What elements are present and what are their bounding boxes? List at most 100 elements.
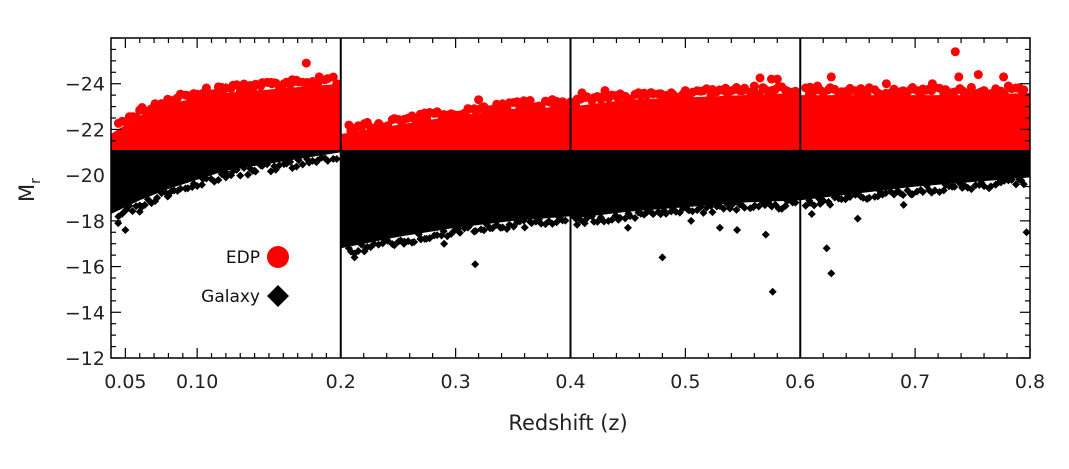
galaxy-point: [573, 220, 582, 229]
galaxy-point: [719, 204, 728, 213]
edp-outlier-point: [864, 83, 874, 93]
galaxy-outlier-point: [121, 226, 130, 234]
edp-outlier-point: [474, 95, 484, 105]
edp-outlier-point: [235, 81, 245, 91]
galaxy-point: [176, 184, 185, 193]
galaxy-point: [708, 208, 717, 217]
y-axis-title-subscript: r: [28, 178, 44, 184]
galaxy-point: [455, 228, 464, 237]
panel-4: [800, 81, 1030, 210]
galaxy-point: [791, 198, 800, 207]
edp-point: [520, 101, 530, 111]
edp-outlier-point: [646, 88, 656, 98]
galaxy-point: [561, 216, 570, 225]
edp-outlier-point: [577, 88, 587, 98]
galaxy-point: [479, 226, 488, 235]
legend-label-edp: EDP: [226, 248, 260, 268]
galaxy-outlier-point: [362, 244, 371, 253]
galaxy-outlier-point: [761, 230, 770, 239]
galaxy-point: [298, 160, 307, 169]
galaxy-outlier-point: [471, 260, 480, 269]
galaxy-density-region: [111, 150, 341, 214]
galaxy-point: [865, 193, 874, 202]
galaxy-outlier-point: [715, 223, 724, 232]
edp-outlier-point: [999, 72, 1009, 82]
galaxy-point: [243, 170, 252, 179]
y-tick-label: −14: [65, 302, 105, 324]
galaxy-point: [505, 220, 514, 229]
panel-1: [111, 72, 342, 221]
galaxy-point: [950, 182, 959, 191]
galaxy-point: [642, 208, 651, 217]
y-tick-label: −12: [65, 348, 105, 370]
galaxy-point: [810, 201, 819, 210]
edp-density-region: [340, 106, 571, 150]
x-tick-label: 0.3: [441, 371, 471, 393]
y-axis-title-main: M: [15, 184, 39, 202]
galaxy-point: [236, 171, 245, 180]
edp-outlier-point: [973, 70, 983, 80]
galaxy-point: [202, 174, 211, 183]
x-tick-label: 0.05: [104, 371, 146, 393]
edp-outlier-point: [680, 86, 690, 96]
edp-outlier-point: [290, 76, 300, 86]
y-tick-label: −20: [65, 165, 105, 187]
edp-outlier-point: [813, 81, 822, 91]
edp-point: [966, 82, 976, 92]
galaxy-outlier-point: [440, 239, 449, 248]
edp-outlier-point: [881, 79, 891, 89]
edp-point: [999, 89, 1009, 99]
edp-outlier-point: [600, 86, 610, 96]
galaxy-point: [354, 246, 363, 255]
edp-outlier-point: [548, 99, 558, 109]
y-tick-label: −18: [65, 211, 105, 233]
edp-outlier-point: [954, 72, 964, 82]
galaxy-point: [1007, 175, 1016, 184]
galaxy-point: [754, 202, 763, 211]
galaxy-outlier-point: [164, 191, 173, 200]
galaxy-point: [263, 160, 272, 169]
edp-outlier-point: [979, 86, 989, 96]
edp-outlier-point: [1014, 83, 1023, 93]
edp-outlier-point: [772, 74, 782, 84]
y-tick-label: −22: [65, 119, 105, 141]
galaxy-outlier-point: [853, 214, 862, 223]
edp-outlier-point: [950, 47, 960, 57]
galaxy-point: [128, 207, 137, 216]
galaxy-outlier-point: [827, 269, 836, 278]
x-tick-label: 0.7: [900, 371, 930, 393]
galaxy-point: [410, 237, 419, 246]
x-tick-label: 0.10: [176, 371, 218, 393]
galaxy-outlier-point: [733, 226, 742, 234]
galaxy-point: [465, 222, 474, 231]
galaxy-point: [967, 185, 976, 194]
galaxy-outlier-point: [822, 244, 831, 253]
edp-point: [754, 89, 764, 99]
y-tick-label: −16: [65, 257, 105, 279]
edp-outlier-point: [755, 73, 765, 83]
edp-point: [525, 96, 535, 105]
galaxy-point: [439, 227, 448, 236]
edp-outlier-point: [927, 79, 937, 89]
galaxy-outlier-point: [623, 223, 632, 232]
panel-3: [570, 82, 801, 229]
galaxy-density-region: [570, 150, 801, 219]
galaxy-point: [918, 187, 927, 196]
edp-outlier-point: [314, 72, 324, 82]
galaxy-point: [140, 200, 149, 209]
galaxy-point: [214, 176, 223, 185]
legend-label-galaxy: Galaxy: [201, 287, 260, 307]
galaxy-point: [740, 203, 749, 212]
galaxy-point: [122, 205, 131, 214]
galaxy-outlier-point: [250, 166, 259, 175]
svg-text:Mr: Mr: [15, 178, 44, 202]
edp-point: [328, 72, 338, 82]
galaxy-outlier-point: [807, 210, 816, 218]
galaxy-point: [826, 200, 835, 209]
y-tick-label: −24: [65, 74, 105, 96]
legend-marker-edp: [267, 246, 289, 268]
galaxy-point: [630, 213, 639, 222]
panels-layer: [111, 47, 1031, 296]
galaxy-point: [616, 213, 625, 222]
galaxy-point: [1017, 176, 1026, 185]
